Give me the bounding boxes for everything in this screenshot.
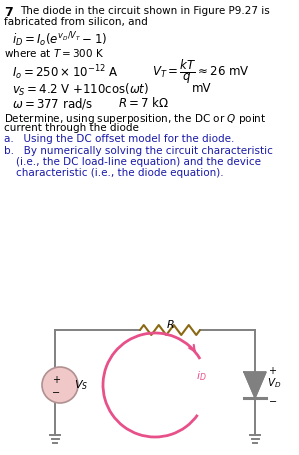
Text: Determine, using superposition, the DC or $Q$ point: Determine, using superposition, the DC o… xyxy=(4,112,266,126)
Text: $i_D = I_o(e^{v_D/V_T} - 1)$: $i_D = I_o(e^{v_D/V_T} - 1)$ xyxy=(12,30,107,49)
Text: $R = 7$ k$\Omega$: $R = 7$ k$\Omega$ xyxy=(118,96,169,110)
Text: $V_S$: $V_S$ xyxy=(74,378,88,392)
Text: mV: mV xyxy=(192,82,211,95)
Text: $i_D$: $i_D$ xyxy=(196,369,206,383)
Text: (i.e., the DC load-line equation) and the device: (i.e., the DC load-line equation) and th… xyxy=(16,157,261,167)
Circle shape xyxy=(42,367,78,403)
Text: $V_T = \dfrac{kT}{q} \approx 26$ mV: $V_T = \dfrac{kT}{q} \approx 26$ mV xyxy=(152,58,250,86)
Text: characteristic (i.e., the diode equation).: characteristic (i.e., the diode equation… xyxy=(16,168,224,178)
Text: $R$: $R$ xyxy=(166,318,174,330)
Text: $v_S = 4.2$ V $+ 110\cos(\omega t)$: $v_S = 4.2$ V $+ 110\cos(\omega t)$ xyxy=(12,82,149,98)
Text: $-$: $-$ xyxy=(268,395,277,405)
Text: fabricated from silicon, and: fabricated from silicon, and xyxy=(4,17,148,27)
Text: $V_D$: $V_D$ xyxy=(267,376,281,390)
Text: $\omega = 377$ rad/s: $\omega = 377$ rad/s xyxy=(12,96,93,111)
Text: $\mathbf{7}$: $\mathbf{7}$ xyxy=(4,6,14,19)
Text: $I_o = 250 \times 10^{-12}$ A: $I_o = 250 \times 10^{-12}$ A xyxy=(12,63,119,82)
Polygon shape xyxy=(244,372,266,398)
Text: The diode in the circuit shown in Figure P9.27 is: The diode in the circuit shown in Figure… xyxy=(20,6,270,16)
Text: current through the diode: current through the diode xyxy=(4,123,139,133)
Text: a.   Using the DC offset model for the diode.: a. Using the DC offset model for the dio… xyxy=(4,134,234,144)
Text: where at $T = 300$ K: where at $T = 300$ K xyxy=(4,47,104,59)
Text: $-$: $-$ xyxy=(51,386,61,396)
Text: b.   By numerically solving the circuit characteristic: b. By numerically solving the circuit ch… xyxy=(4,146,273,156)
Text: +: + xyxy=(52,375,60,385)
Text: +: + xyxy=(268,366,276,376)
